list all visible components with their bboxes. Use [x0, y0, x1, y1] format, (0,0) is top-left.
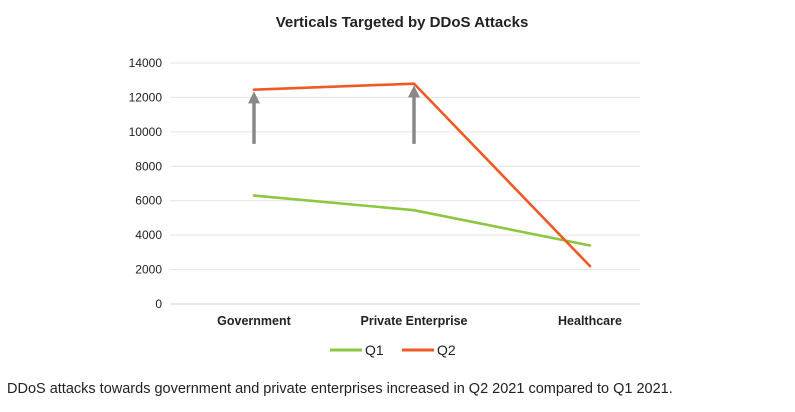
- legend-item-q2: Q2: [402, 342, 456, 358]
- y-axis-ticks: 0 2000 4000 6000 8000 10000 12000 14000: [129, 56, 163, 311]
- legend-item-q1: Q1: [330, 342, 384, 358]
- y-tick-label: 14000: [129, 56, 163, 70]
- y-tick-label: 0: [155, 297, 162, 311]
- x-category-label: Healthcare: [558, 314, 622, 328]
- chart-title: Verticals Targeted by DDoS Attacks: [276, 14, 529, 31]
- annotations: [248, 85, 420, 144]
- x-category-label: Private Enterprise: [361, 314, 468, 328]
- legend: Q1 Q2: [330, 342, 456, 358]
- y-tick-label: 12000: [129, 90, 163, 104]
- x-axis-categories: Government Private Enterprise Healthcare: [217, 314, 622, 328]
- legend-label: Q1: [365, 342, 384, 358]
- legend-label: Q2: [437, 342, 456, 358]
- up-arrow-icon: [408, 85, 420, 144]
- up-arrow-icon: [248, 91, 260, 144]
- y-tick-label: 2000: [135, 263, 162, 277]
- series-lines: [252, 82, 592, 268]
- x-category-label: Government: [217, 314, 291, 328]
- y-tick-label: 10000: [129, 125, 163, 139]
- y-tick-label: 4000: [135, 228, 162, 242]
- gridlines: [170, 62, 640, 305]
- y-tick-label: 6000: [135, 194, 162, 208]
- y-tick-label: 8000: [135, 159, 162, 173]
- series-line-q1: [252, 194, 592, 247]
- chart-caption: DDoS attacks towards government and priv…: [7, 381, 673, 397]
- series-line-q2: [252, 82, 592, 268]
